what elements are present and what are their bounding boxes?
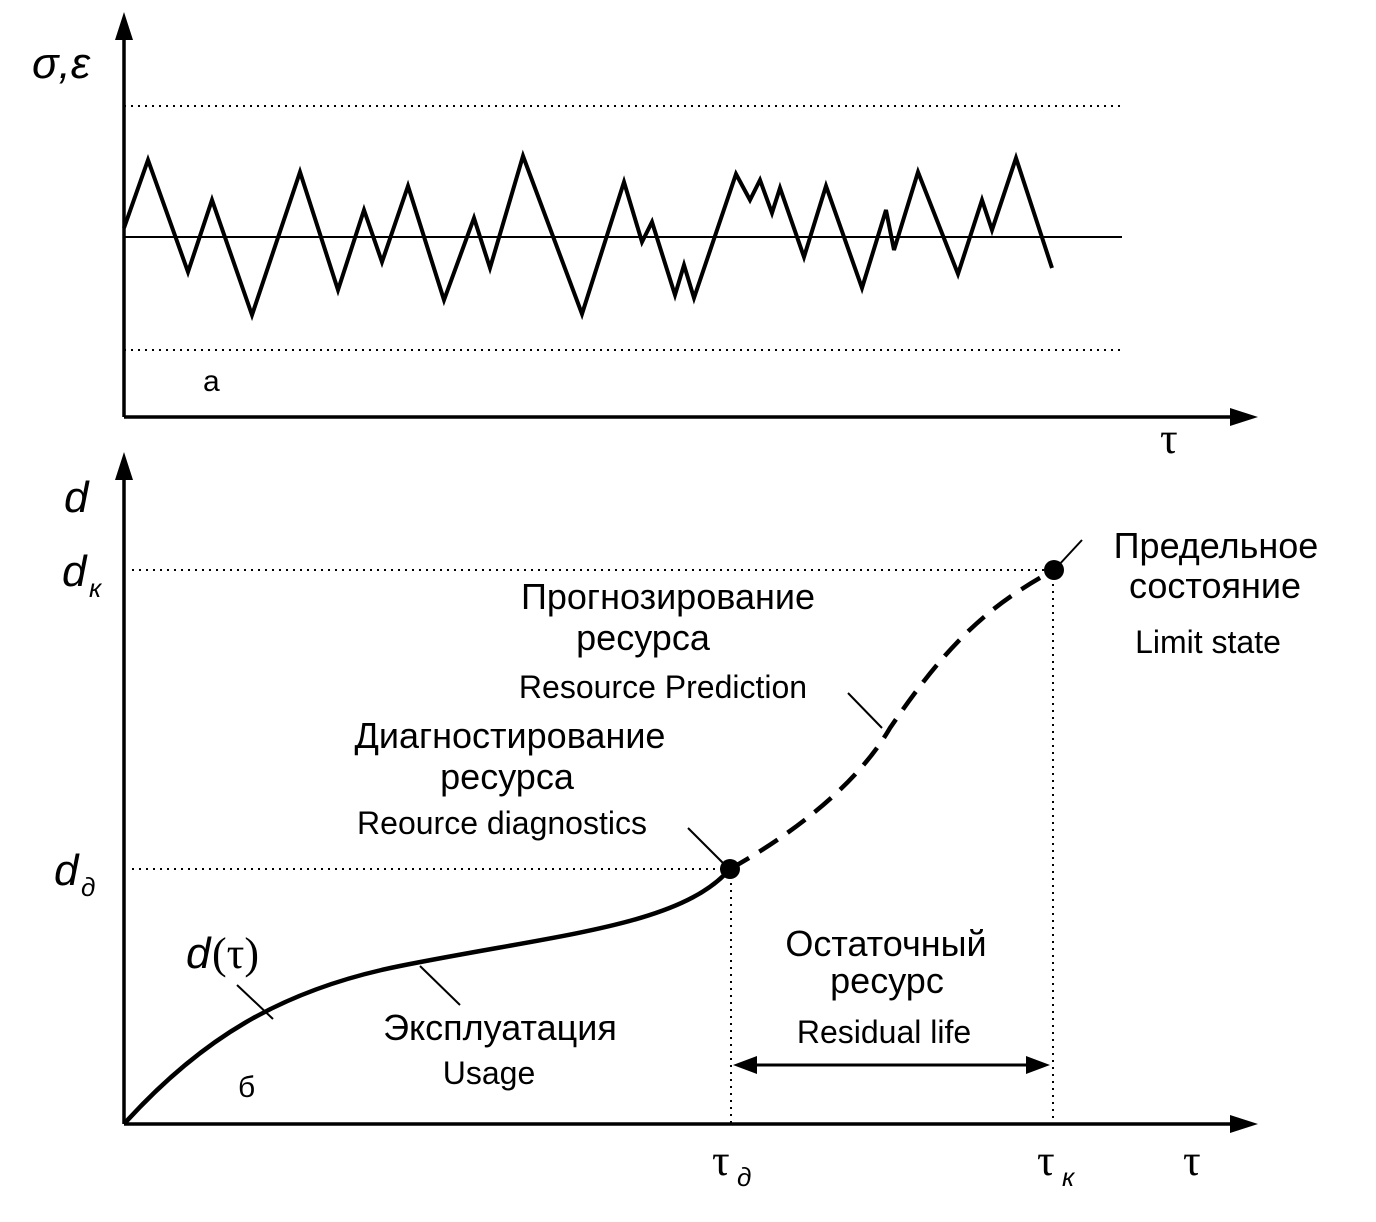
svg-text:Предельное: Предельное xyxy=(1114,525,1319,566)
limit-state-label: Предельное состояние Limit state xyxy=(1114,525,1319,660)
curve-label: d (τ) xyxy=(186,929,259,978)
panel-a-x-label: τ xyxy=(1160,414,1178,463)
residual-arrowhead-right xyxy=(1026,1056,1050,1074)
svg-text:τ: τ xyxy=(1037,1136,1055,1185)
prediction-leader xyxy=(847,692,883,729)
diagnostics-leader xyxy=(687,827,727,867)
svg-text:Прогнозирование: Прогнозирование xyxy=(521,576,815,617)
svg-text:Эксплуатация: Эксплуатация xyxy=(383,1007,617,1048)
svg-text:ресурса: ресурса xyxy=(576,617,711,658)
svg-text:д: д xyxy=(81,872,95,902)
svg-text:Usage: Usage xyxy=(443,1055,536,1091)
limit-state-leader xyxy=(1056,539,1083,568)
svg-text:Reource diagnostics: Reource diagnostics xyxy=(357,805,647,841)
svg-text:Limit state: Limit state xyxy=(1135,624,1281,660)
tick-dk: d к xyxy=(62,547,103,603)
panel-a-y-arrowhead xyxy=(115,12,133,40)
prediction-label: Прогнозирование ресурса Resource Predict… xyxy=(519,576,815,705)
panel-b-y-arrowhead xyxy=(115,452,133,480)
panel-b: d τ б d к d д τ д τ к d (τ) Эксплуатация xyxy=(54,452,1318,1192)
panel-a: σ,ε τ а xyxy=(32,12,1258,463)
svg-text:τ: τ xyxy=(712,1136,730,1185)
diagnostics-label: Диагностирование ресурса Reource diagnos… xyxy=(355,715,666,841)
svg-text:состояние: состояние xyxy=(1129,565,1301,606)
damage-curve-predicted xyxy=(728,568,1056,871)
svg-text:д: д xyxy=(737,1162,751,1192)
svg-text:Диагностирование: Диагностирование xyxy=(355,715,666,756)
svg-text:ресурс: ресурс xyxy=(830,960,944,1001)
svg-text:Остаточный: Остаточный xyxy=(785,923,986,964)
tick-tk: τ к xyxy=(1037,1136,1076,1192)
panel-b-x-label: τ xyxy=(1183,1136,1201,1185)
svg-text:(τ): (τ) xyxy=(212,929,259,978)
residual-arrowhead-left xyxy=(733,1056,757,1074)
panel-b-y-label: d xyxy=(64,473,90,522)
svg-text:d: d xyxy=(186,929,212,978)
svg-text:к: к xyxy=(89,573,103,603)
tick-td: τ д xyxy=(712,1136,751,1192)
svg-text:d: d xyxy=(54,846,80,895)
svg-text:Resource Prediction: Resource Prediction xyxy=(519,669,807,705)
panel-a-letter: а xyxy=(203,365,220,398)
panel-a-y-label: σ,ε xyxy=(32,39,91,88)
loading-signal xyxy=(122,149,1054,322)
tick-dd: d д xyxy=(54,846,95,902)
panel-a-x-arrowhead xyxy=(1230,408,1258,426)
damage-curve-actual xyxy=(122,867,732,1126)
residual-label: Остаточный ресурс Residual life xyxy=(785,923,986,1050)
panel-b-letter: б xyxy=(238,1071,255,1104)
svg-text:Residual life: Residual life xyxy=(797,1014,971,1050)
svg-text:к: к xyxy=(1062,1162,1076,1192)
usage-label: Эксплуатация Usage xyxy=(383,1007,617,1091)
svg-text:d: d xyxy=(62,547,88,596)
curve-label-leader xyxy=(236,984,274,1020)
panel-b-x-arrowhead xyxy=(1230,1115,1258,1133)
usage-leader xyxy=(419,965,461,1006)
svg-text:ресурса: ресурса xyxy=(440,756,575,797)
